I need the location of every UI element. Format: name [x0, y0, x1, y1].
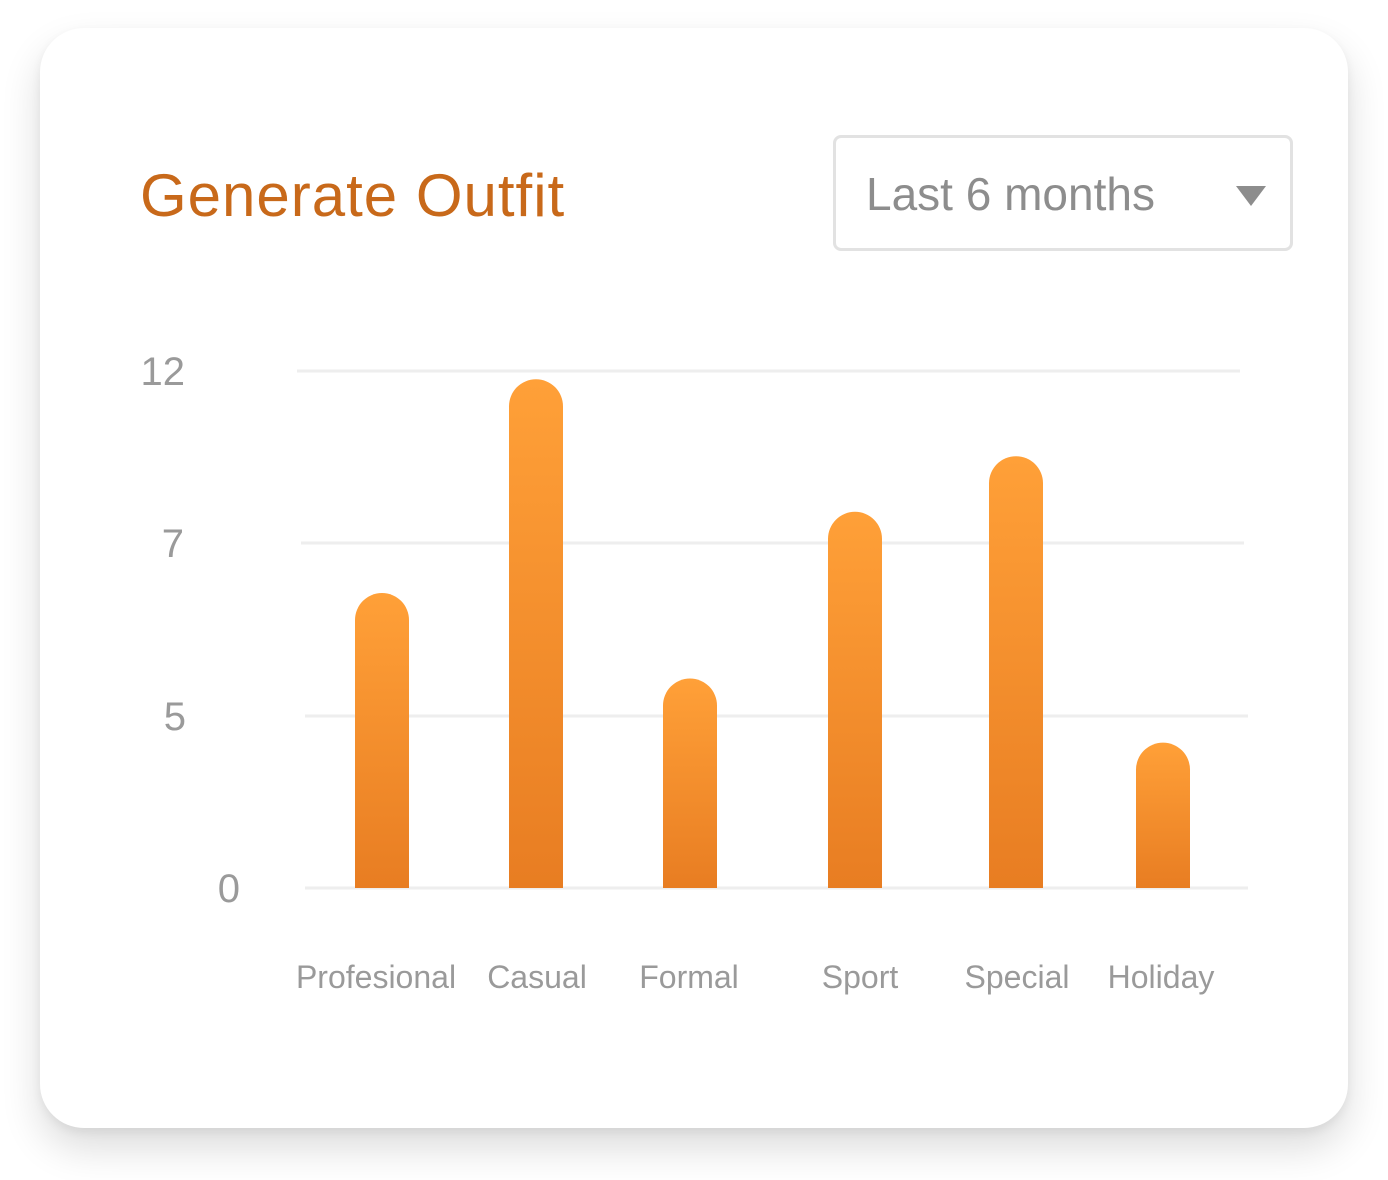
x-axis-label-sport: Sport	[822, 959, 899, 995]
bar-sport	[828, 511, 882, 888]
bars	[355, 379, 1190, 888]
x-axis-label-formal: Formal	[639, 959, 739, 995]
x-axis-label-profesional: Profesional	[296, 959, 456, 995]
bar-formal	[663, 678, 717, 888]
y-tick-label: 5	[164, 695, 186, 739]
card-title: Generate Outfit	[140, 162, 566, 229]
bar-special	[989, 456, 1043, 888]
grid-lines	[297, 369, 1248, 890]
period-select-value: Last 6 months	[866, 168, 1155, 220]
x-axis-label-holiday: Holiday	[1108, 959, 1215, 995]
x-axis-labels: Profesional Casual Formal Sport Special Holid…	[296, 959, 1214, 995]
chevron-down-icon	[1236, 186, 1266, 206]
y-axis-ticks: 0 5 7 12	[141, 350, 241, 911]
bar-casual	[509, 379, 563, 888]
x-axis-label-special: Special	[965, 959, 1070, 995]
x-axis-label-casual: Casual	[487, 959, 587, 995]
generate-outfit-card: Generate Outfit Last 6 months	[40, 28, 1348, 1128]
y-tick-label: 0	[218, 867, 240, 911]
y-tick-label: 7	[162, 522, 184, 566]
bar-profesional	[355, 593, 409, 888]
bar-holiday	[1136, 742, 1190, 888]
period-select[interactable]: Last 6 months	[833, 135, 1293, 251]
y-tick-label: 12	[141, 350, 186, 394]
